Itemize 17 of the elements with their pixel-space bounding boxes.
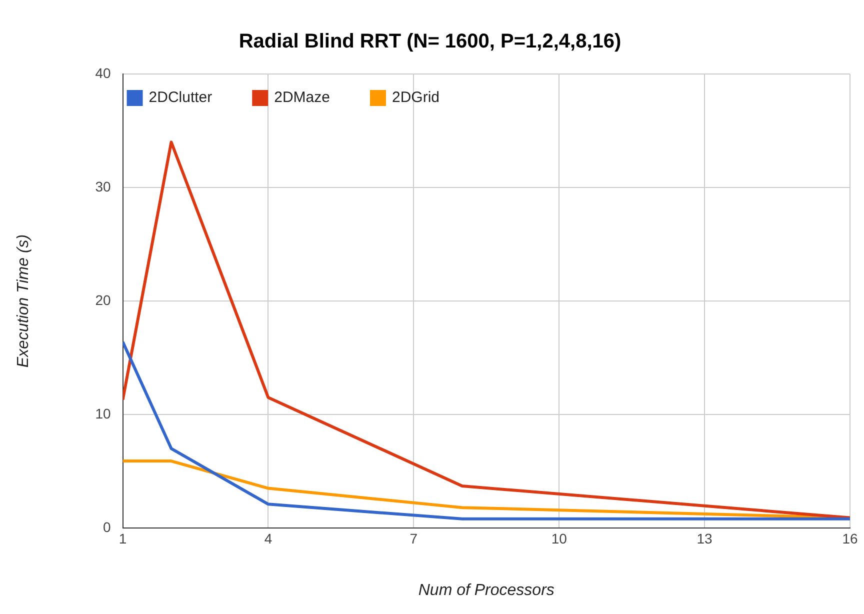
y-tick-label: 0 xyxy=(102,518,111,535)
y-tick-label: 10 xyxy=(95,405,111,422)
legend-label: 2DClutter xyxy=(148,89,212,106)
y-tick-label: 30 xyxy=(95,178,111,194)
x-tick-label: 4 xyxy=(264,530,272,546)
legend-label: 2DMaze xyxy=(274,89,330,106)
x-tick-label: 16 xyxy=(842,530,858,546)
x-tick-label: 13 xyxy=(696,530,713,546)
x-tick-label: 1 xyxy=(118,530,127,546)
chart-title: Radial Blind RRT (N= 1600, P=1,2,4,8,16) xyxy=(238,30,622,53)
y-tick-label: 40 xyxy=(95,64,111,81)
x-tick-label: 7 xyxy=(410,530,418,546)
legend-label: 2DGrid xyxy=(392,89,440,106)
x-axis-title: Num of Processors xyxy=(418,582,554,599)
y-tick-label: 20 xyxy=(95,292,111,308)
y-axis-title: Execution Time (s) xyxy=(15,234,32,368)
x-tick-label: 10 xyxy=(551,530,568,546)
